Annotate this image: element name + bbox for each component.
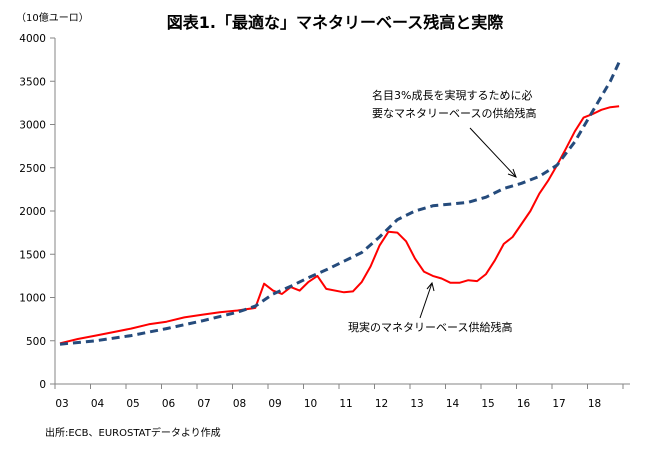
- y-axis-unit-label: （10億ユーロ）: [16, 11, 89, 24]
- x-tick-label: 15: [481, 398, 494, 410]
- annotation-target-line1: 名目3%成長を実現するために必: [372, 88, 532, 102]
- source-note: 出所:ECB、EUROSTATデータより作成: [45, 426, 221, 439]
- y-tick-label: 1500: [19, 249, 46, 261]
- chart-title: 図表1.「最適な」マネタリーベース残高と実際: [167, 13, 504, 32]
- x-tick-label: 08: [233, 398, 246, 410]
- x-tick-label: 04: [91, 398, 105, 410]
- x-tick-label: 05: [126, 398, 139, 410]
- annotation-actual-arrow: [419, 282, 433, 319]
- x-tick-label: 07: [197, 398, 210, 410]
- y-tick-label: 3000: [19, 120, 46, 132]
- x-tick-label: 10: [304, 398, 317, 410]
- x-tick-label: 12: [375, 398, 388, 410]
- y-tick-label: 2500: [19, 163, 46, 175]
- annotation-target-arrowhead: [507, 168, 517, 178]
- x-tick-label: 11: [339, 398, 352, 410]
- y-tick-label: 500: [26, 336, 46, 348]
- y-tick-label: 4000: [19, 33, 46, 45]
- series-target-line: [59, 61, 621, 346]
- x-tick-label: 16: [517, 398, 531, 410]
- annotation-actual: 現実のマネタリーベース供給残高: [348, 320, 512, 334]
- x-tick-label: 06: [162, 398, 176, 410]
- x-tick-label: 13: [410, 398, 423, 410]
- annotation-target-line2: 要なマネタリーベースの供給残高: [372, 106, 536, 120]
- x-tick-label: 18: [588, 398, 601, 410]
- x-tick-label: 17: [552, 398, 565, 410]
- annotation-target-arrow: [469, 127, 517, 178]
- series-actual-line: [59, 105, 620, 345]
- y-tick-label: 0: [39, 379, 46, 391]
- y-tick-label: 2000: [19, 206, 46, 218]
- x-tick-label: 09: [268, 398, 281, 410]
- y-tick-label: 3500: [19, 76, 46, 88]
- x-tick-label: 03: [55, 398, 68, 410]
- y-tick-label: 1000: [19, 293, 46, 305]
- annotation-actual-arrowhead: [426, 281, 435, 292]
- x-tick-label: 14: [446, 398, 460, 410]
